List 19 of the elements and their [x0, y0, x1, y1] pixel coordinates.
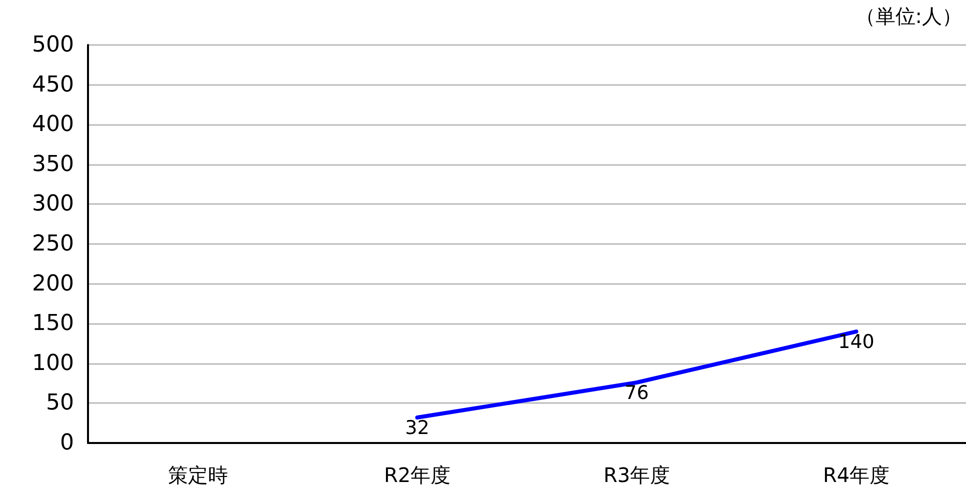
data-label: 76: [624, 382, 649, 404]
y-tick-label: 500: [32, 32, 74, 58]
x-tick-label: R4年度: [822, 463, 890, 487]
y-tick-label: 50: [46, 390, 74, 416]
y-tick-label: 150: [32, 311, 74, 336]
data-label: 140: [838, 331, 874, 354]
x-tick-label: R3年度: [603, 463, 670, 487]
y-tick-label: 350: [32, 152, 74, 177]
y-tick-label: 250: [32, 232, 74, 256]
data-label: 32: [405, 417, 430, 440]
x-tick-label: 策定時: [168, 463, 228, 487]
y-tick-label: 0: [60, 430, 74, 456]
y-tick-label: 400: [32, 112, 74, 138]
x-tick-label: R2年度: [384, 463, 451, 487]
text: （単位:人）: [855, 4, 962, 28]
y-tick-label: 100: [32, 350, 74, 376]
y-tick-label: 450: [32, 72, 74, 98]
y-tick-label: 300: [32, 192, 74, 217]
y-tick-label: 200: [32, 271, 74, 296]
